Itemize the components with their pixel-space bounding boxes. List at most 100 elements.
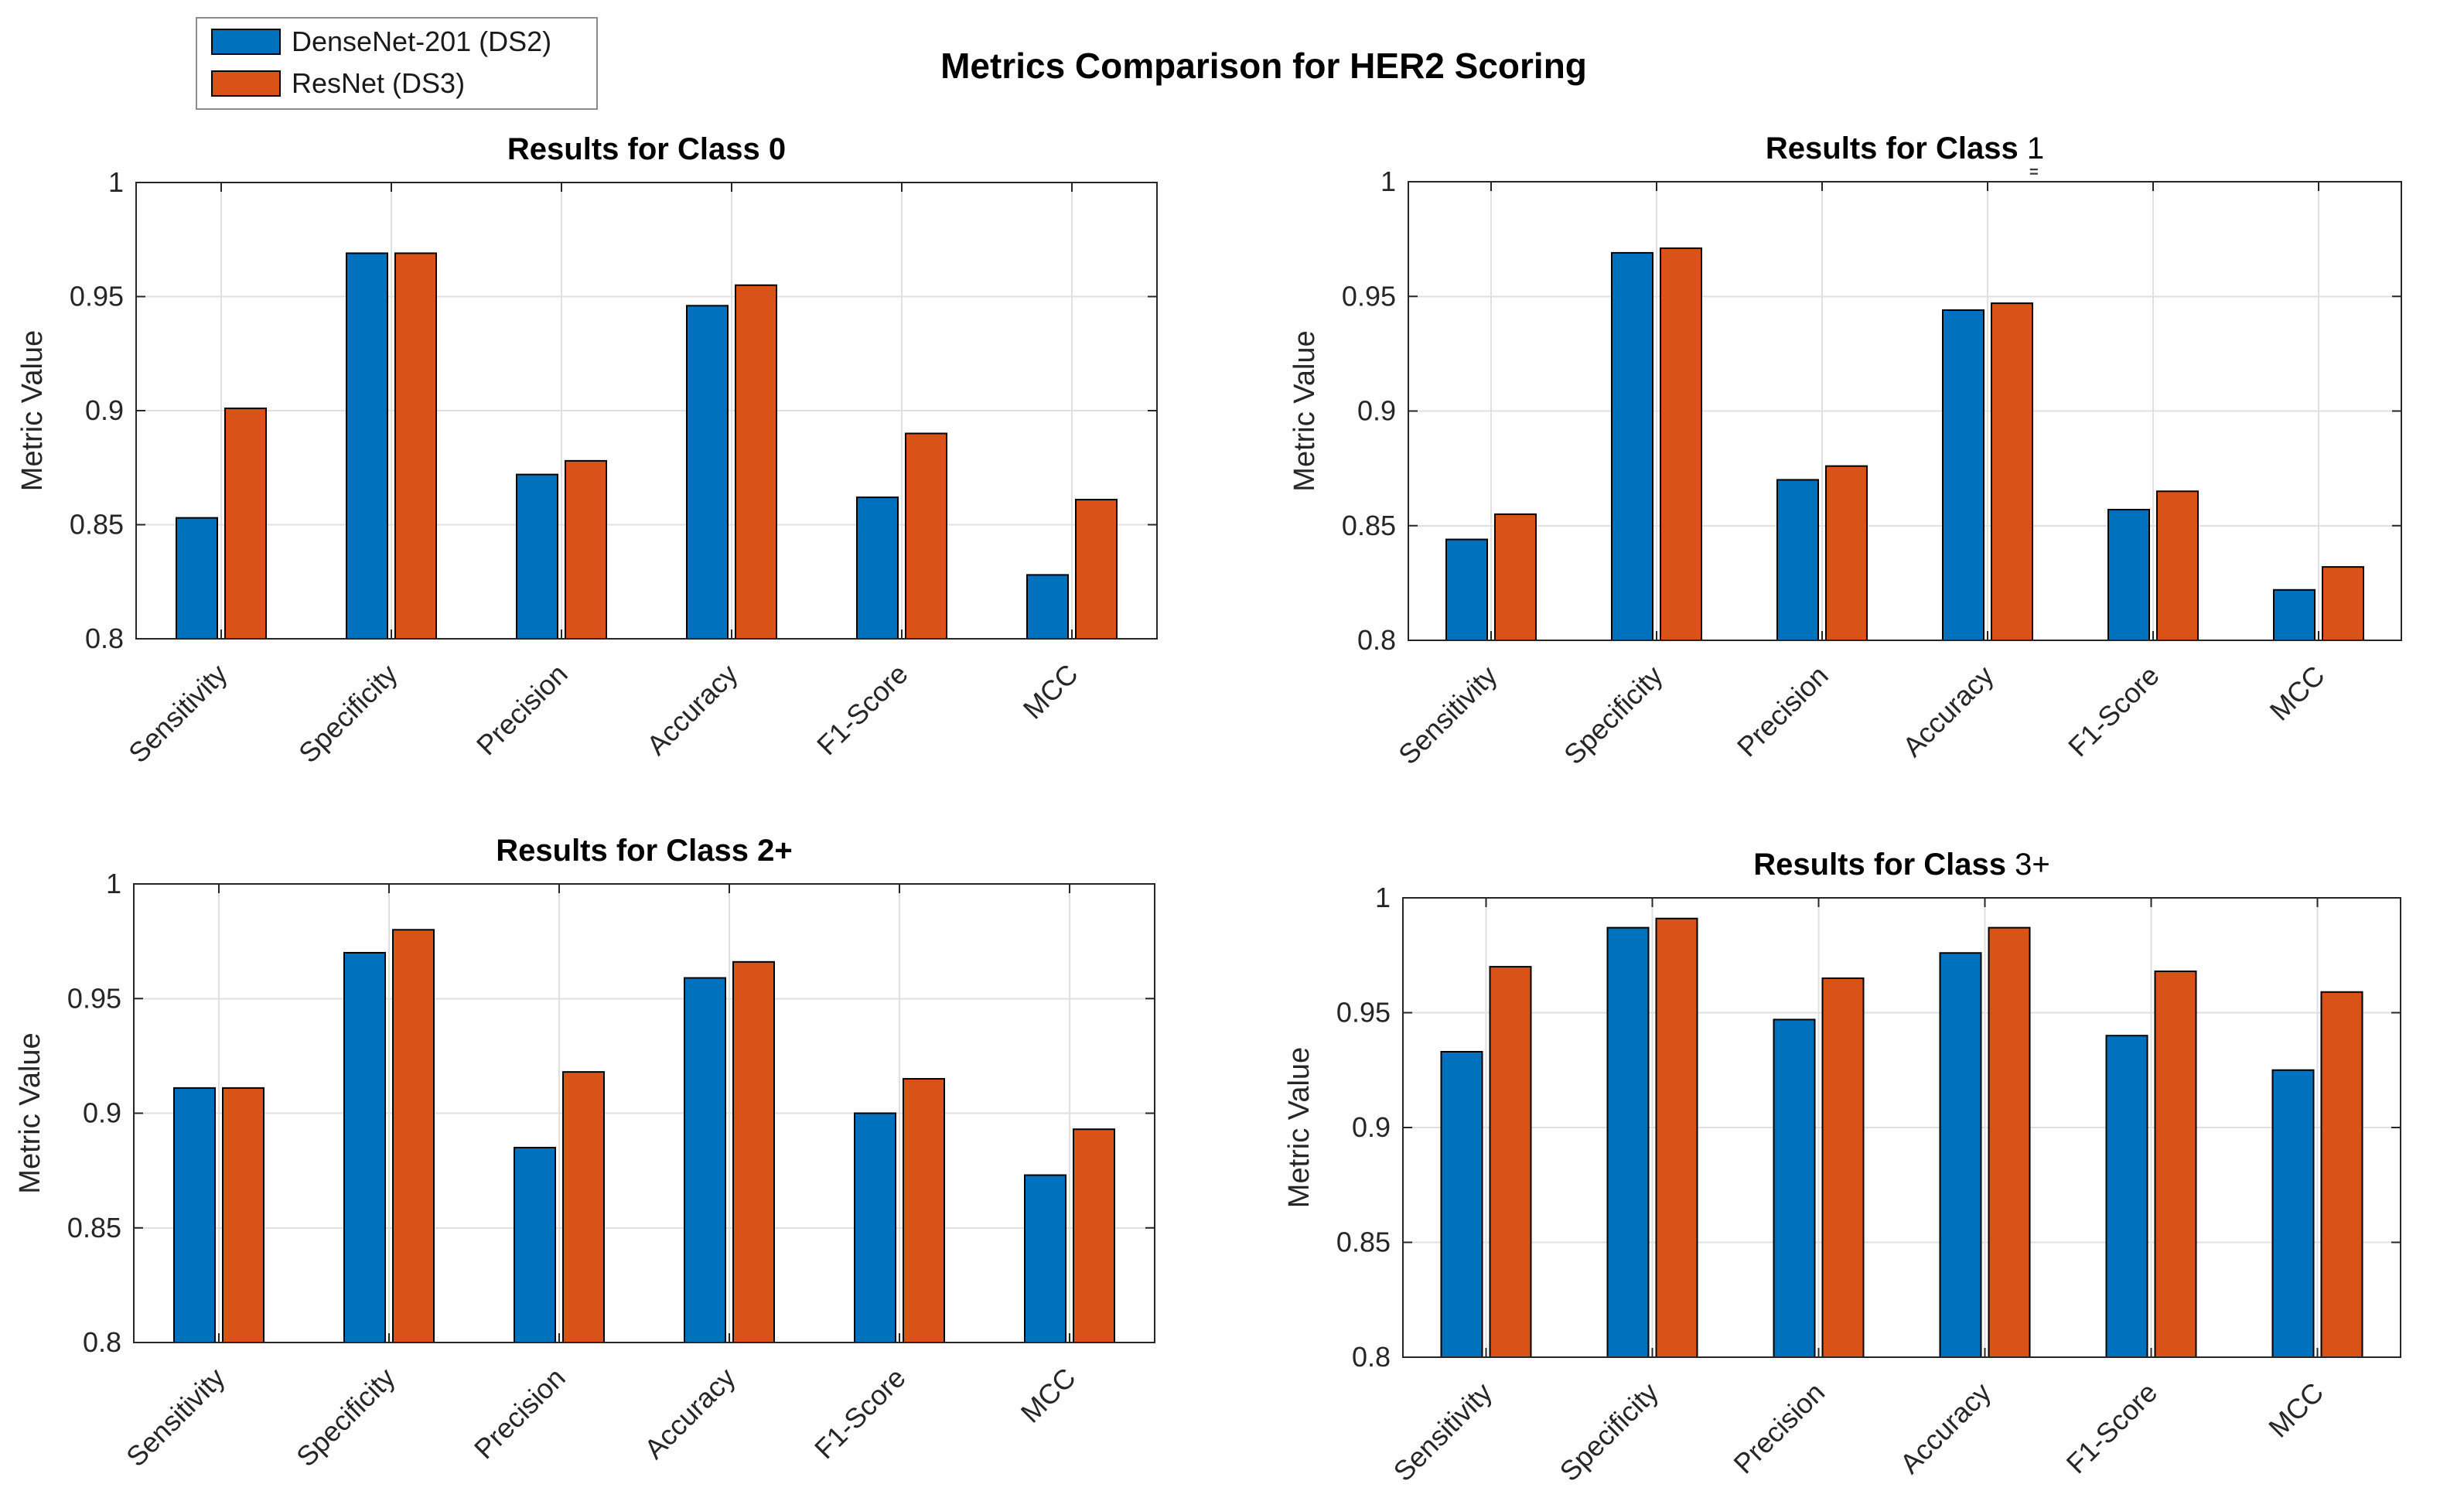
y-tick-label: 0.9 <box>85 394 124 426</box>
bar-densenet-201-ds2--precision <box>516 473 558 640</box>
subplot-title-prefix: Results for Class <box>496 834 757 868</box>
bar-densenet-201-ds2--mcc <box>2273 589 2316 642</box>
legend: DenseNet-201 (DS2) ResNet (DS3) <box>196 17 598 110</box>
bar-densenet-201-ds2--sensitivity <box>1445 538 1488 641</box>
x-tick-label-precision: Precision <box>1731 660 1834 763</box>
subplot-title-class-2plus: Results for Class 2+ <box>496 834 793 868</box>
y-axis-label: Metric Value <box>16 330 49 491</box>
y-tick-label: 0.85 <box>67 1212 121 1244</box>
bar-densenet-201-ds2--specificity <box>1606 926 1650 1358</box>
bar-densenet-201-ds2--specificity <box>1611 251 1653 641</box>
legend-entry-resnet: ResNet (DS3) <box>211 67 585 101</box>
x-tick-label-mcc: MCC <box>1017 658 1084 725</box>
x-tick-label-sensitivity: Sensitivity <box>1392 660 1503 771</box>
y-tick-label: 1 <box>1375 882 1391 913</box>
y-tick-label: 0.95 <box>1336 997 1391 1029</box>
bar-densenet-201-ds2--precision <box>1773 1018 1816 1359</box>
bar-resnet-ds3--f1-score <box>2154 971 2197 1359</box>
bar-densenet-201-ds2--f1-score <box>2107 508 2150 641</box>
x-tick-label-specificity: Specificity <box>1558 660 1669 771</box>
y-tick-label: 0.9 <box>1357 395 1396 427</box>
figure-title: Metrics Comparison for HER2 Scoring <box>940 46 1587 86</box>
bar-resnet-ds3--mcc <box>1075 499 1118 640</box>
x-tick-label-sensitivity: Sensitivity <box>1387 1377 1499 1488</box>
subplot-title-prefix: Results for Class <box>1753 848 2015 882</box>
bar-resnet-ds3--precision <box>1821 977 1865 1358</box>
stray-equals-artifact: = <box>2029 164 2039 181</box>
bar-densenet-201-ds2--mcc <box>1026 574 1069 640</box>
subplot-title-suffix: 3+ <box>2015 848 2050 882</box>
bar-resnet-ds3--precision <box>1825 465 1868 641</box>
bar-densenet-201-ds2--f1-score <box>2105 1035 2148 1358</box>
bar-densenet-201-ds2--precision <box>514 1146 556 1343</box>
bar-densenet-201-ds2--mcc <box>2271 1069 2315 1358</box>
x-tick-label-sensitivity: Sensitivity <box>120 1362 231 1473</box>
y-tick-label: 0.85 <box>1336 1227 1391 1258</box>
subplot-title-suffix: 0 <box>769 132 786 166</box>
bar-densenet-201-ds2--accuracy <box>1939 952 1982 1358</box>
x-tick-label-mcc: MCC <box>2262 1377 2329 1444</box>
y-tick-label: 0.95 <box>67 982 121 1014</box>
axes-box <box>1408 181 2402 641</box>
bar-resnet-ds3--f1-score <box>903 1078 945 1344</box>
y-tick-label: 0.85 <box>1342 510 1396 541</box>
bar-densenet-201-ds2--accuracy <box>684 977 726 1343</box>
bar-densenet-201-ds2--sensitivity <box>173 1087 216 1343</box>
subplot-class-0: 0.8 0.85 0.9 0.95 1 Sensitivity Specificity Pre… <box>16 132 1158 769</box>
y-tick-label: 0.8 <box>1357 624 1396 656</box>
bar-resnet-ds3--accuracy <box>1988 926 2031 1358</box>
bar-resnet-ds3--accuracy <box>1991 302 2033 641</box>
legend-swatch-densenet-icon <box>211 29 281 55</box>
bar-densenet-201-ds2--specificity <box>346 252 388 640</box>
bar-densenet-201-ds2--f1-score <box>854 1112 896 1343</box>
bar-resnet-ds3--sensitivity <box>222 1087 264 1343</box>
legend-label-densenet: DenseNet-201 (DS2) <box>292 26 552 57</box>
bar-densenet-201-ds2--accuracy <box>1942 309 1985 641</box>
bar-densenet-201-ds2--sensitivity <box>1440 1050 1483 1358</box>
subplot-title-class-1: Results for Class 1 <box>1766 131 2044 165</box>
y-tick-label: 1 <box>108 166 124 198</box>
bar-densenet-201-ds2--sensitivity <box>176 517 218 640</box>
x-tick-label-mcc: MCC <box>1015 1362 1082 1429</box>
bar-resnet-ds3--specificity <box>394 252 437 640</box>
y-tick-label: 0.95 <box>1342 280 1396 312</box>
bar-resnet-ds3--sensitivity <box>1494 513 1537 641</box>
x-tick-label-accuracy: Accuracy <box>638 1362 742 1465</box>
x-tick-label-precision: Precision <box>1727 1377 1831 1480</box>
subplot-title-prefix: Results for Class <box>1766 131 2027 165</box>
x-tick-label-f1-score: F1-Score <box>811 658 914 762</box>
bar-resnet-ds3--sensitivity <box>224 408 267 640</box>
y-tick-label: 1 <box>106 868 121 899</box>
x-tick-label-precision: Precision <box>470 658 574 762</box>
x-tick-label-accuracy: Accuracy <box>1896 660 2000 763</box>
subplot-title-suffix: 2+ <box>757 834 793 868</box>
subplot-class-3plus: 0.8 0.85 0.9 0.95 1 Sensitivity Specificity Pre… <box>1283 848 2401 1487</box>
y-axis-label: Metric Value <box>14 1032 46 1193</box>
axes-box <box>1402 897 2401 1358</box>
x-tick-label-mcc: MCC <box>2264 660 2331 727</box>
subplot-title-prefix: Results for Class <box>507 132 769 166</box>
bar-resnet-ds3--specificity <box>392 929 435 1344</box>
bar-densenet-201-ds2--precision <box>1776 479 1819 642</box>
legend-entry-densenet: DenseNet-201 (DS2) <box>211 25 585 59</box>
bar-resnet-ds3--mcc <box>2320 991 2363 1359</box>
subplot-title-class-3plus: Results for Class 3+ <box>1753 848 2050 882</box>
bar-resnet-ds3--accuracy <box>732 960 775 1344</box>
bar-resnet-ds3--specificity <box>1655 917 1698 1358</box>
axes-box <box>135 182 1158 640</box>
x-tick-label-precision: Precision <box>468 1362 572 1465</box>
legend-label-resnet: ResNet (DS3) <box>292 67 466 99</box>
subplot-class-1: 0.8 0.85 0.9 0.95 1 Sensitivity Specificity Pre… <box>1288 131 2402 771</box>
y-tick-label: 0.85 <box>70 509 124 541</box>
y-tick-label: 0.8 <box>85 623 124 654</box>
y-tick-label: 0.8 <box>83 1326 121 1358</box>
x-tick-label-sensitivity: Sensitivity <box>122 658 234 769</box>
subplot-title-suffix: 1 <box>2027 131 2044 165</box>
bar-resnet-ds3--f1-score <box>905 432 947 640</box>
x-tick-label-accuracy: Accuracy <box>640 658 744 762</box>
subplot-class-2plus: 0.8 0.85 0.9 0.95 1 Sensitivity Specificity Pre… <box>14 834 1155 1472</box>
y-tick-label: 0.9 <box>83 1097 121 1129</box>
y-tick-label: 1 <box>1380 165 1396 197</box>
